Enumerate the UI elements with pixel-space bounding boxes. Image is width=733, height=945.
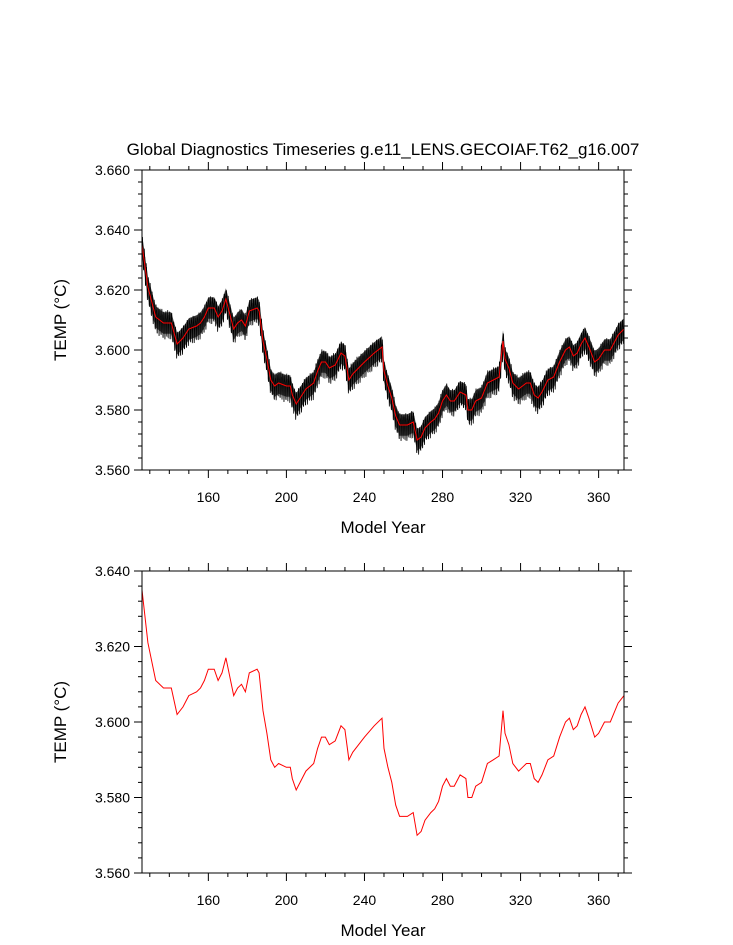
y-tick-label: 3.580: [95, 402, 130, 418]
top-panel: 160 200 240 280 320 360 3.560 3.580 3.600 3.620 3.…: [51, 162, 632, 537]
series-line-smoothed: [141, 244, 625, 441]
x-tick-label: 240: [353, 489, 377, 505]
monthly-envelope: [142, 234, 624, 451]
y-tick-label: 3.600: [95, 714, 130, 730]
x-tick-label: 320: [509, 892, 533, 908]
x-tick-label: 360: [587, 892, 611, 908]
y-axis-title: TEMP (°C): [51, 681, 70, 763]
y-tick-label: 3.620: [95, 639, 130, 655]
x-tick-label: 160: [197, 489, 221, 505]
y-tick-label: 3.640: [95, 563, 130, 579]
y-tick-label: 3.600: [95, 342, 130, 358]
series-group: [141, 234, 625, 455]
x-tick-label: 160: [197, 892, 221, 908]
y-tick-label: 3.560: [95, 865, 130, 881]
figure-title: Global Diagnostics Timeseries g.e11_LENS…: [127, 140, 640, 159]
x-axis-title: Model Year: [340, 518, 425, 537]
x-tick-label: 240: [353, 892, 377, 908]
y-tick-label: 3.580: [95, 790, 130, 806]
x-tick-label: 200: [275, 489, 299, 505]
y-axis-title: TEMP (°C): [51, 279, 70, 361]
series-line-smoothed: [141, 589, 625, 837]
x-tick-label: 360: [587, 489, 611, 505]
x-tick-label: 320: [509, 489, 533, 505]
series-line-monthly: [141, 236, 625, 455]
y-tick-label: 3.560: [95, 462, 130, 478]
y-tick-label: 3.660: [95, 162, 130, 178]
x-tick-label: 200: [275, 892, 299, 908]
y-tick-label: 3.640: [95, 222, 130, 238]
x-tick-label: 280: [431, 892, 455, 908]
plot-frame: [141, 169, 625, 471]
plot-frame: [141, 570, 625, 874]
bottom-panel: 160 200 240 280 320 360 3.560 3.580 3.600 3.620 3.…: [51, 563, 632, 940]
series-group: [141, 589, 625, 837]
y-tick-label: 3.620: [95, 282, 130, 298]
x-tick-label: 280: [431, 489, 455, 505]
x-axis-title: Model Year: [340, 921, 425, 940]
